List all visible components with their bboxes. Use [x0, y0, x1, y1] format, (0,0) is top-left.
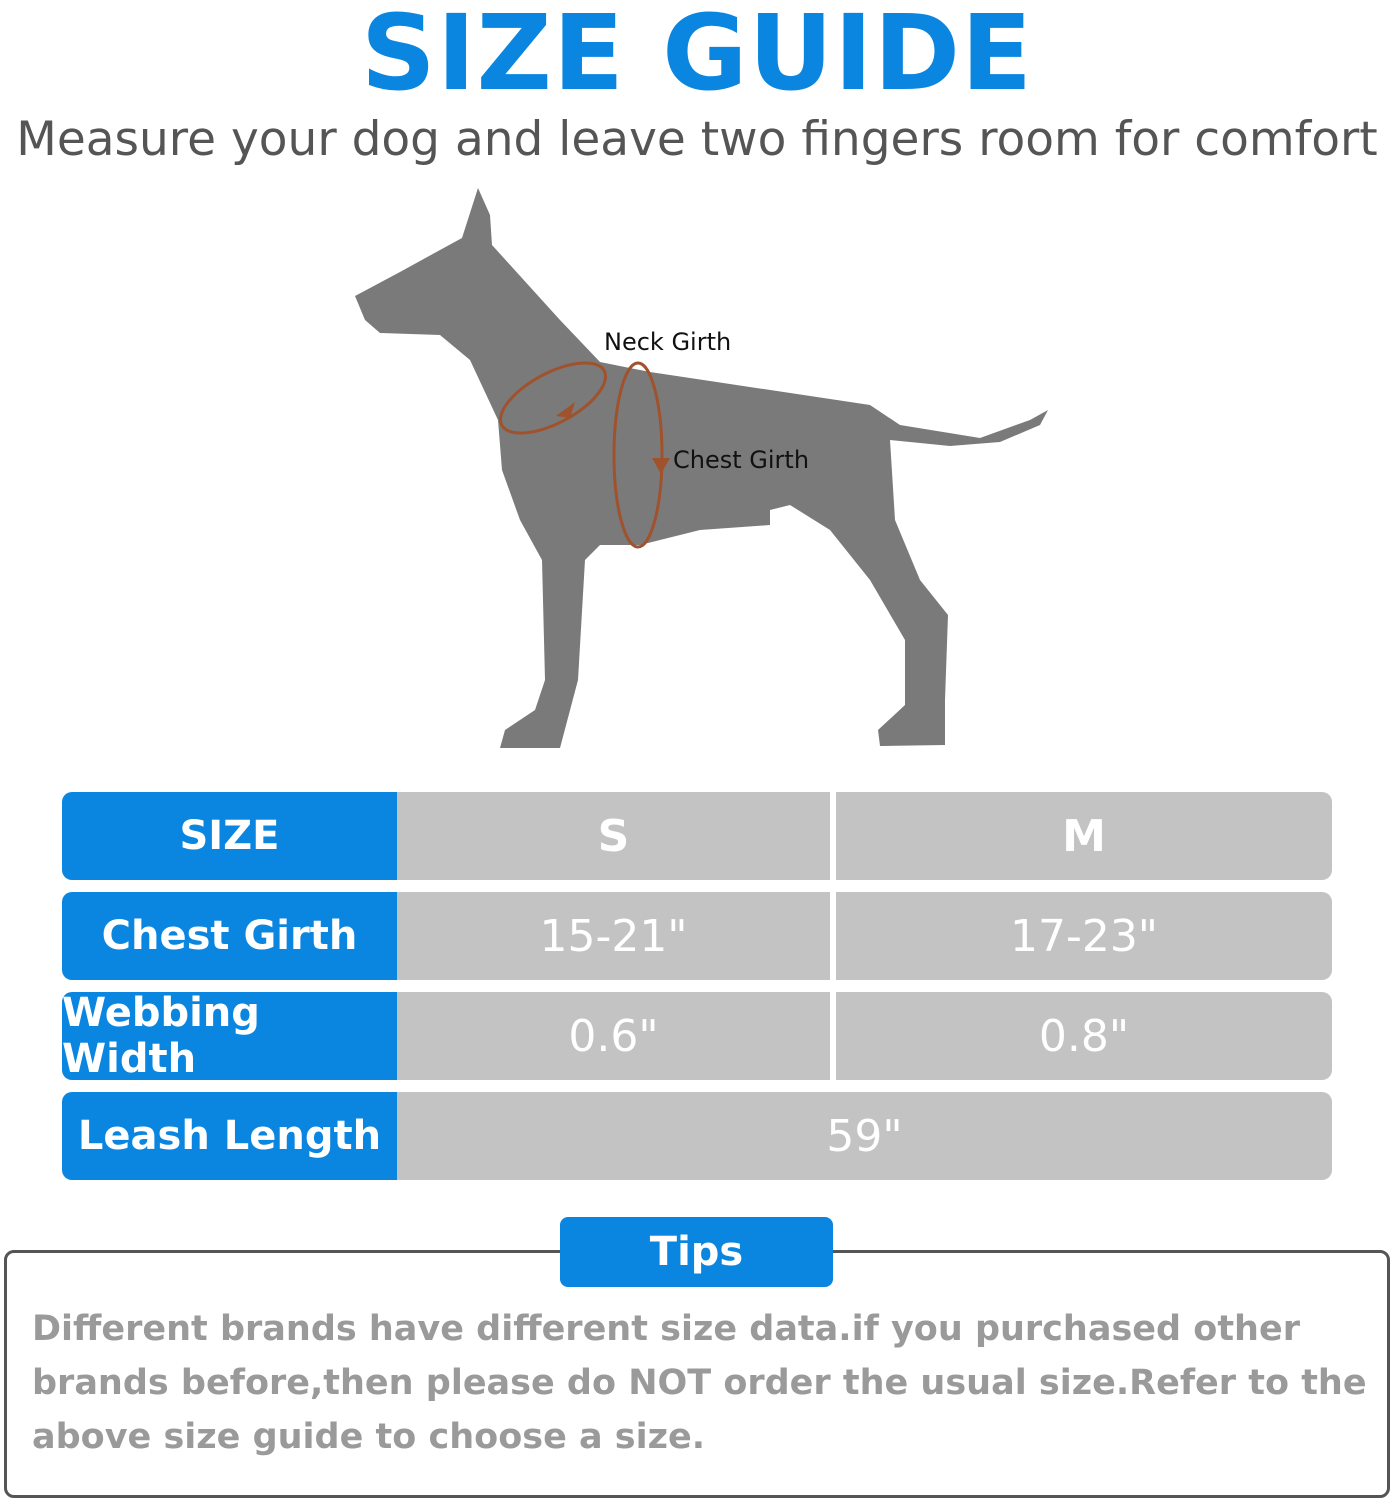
cell-m: 17-23" — [836, 892, 1332, 980]
cell-s: 0.6" — [397, 992, 830, 1080]
cell-all-sizes: 59" — [397, 1092, 1332, 1180]
dog-measurement-diagram: Neck Girth Chest Girth — [355, 188, 1048, 748]
row-label: Leash Length — [62, 1092, 397, 1180]
neck-girth-loop — [498, 361, 608, 435]
size-m-header: M — [836, 792, 1332, 880]
table-header-row: SIZE S M — [62, 792, 1332, 880]
row-label: Chest Girth — [62, 892, 397, 980]
cell-s: 15-21" — [397, 892, 830, 980]
neck-girth-label: Neck Girth — [604, 328, 731, 356]
neck-arrow-icon — [556, 402, 575, 418]
page-subtitle: Measure your dog and leave two fingers r… — [16, 112, 1378, 167]
size-header: SIZE — [62, 792, 397, 880]
chest-girth-loop — [612, 361, 664, 549]
page-title: SIZE GUIDE — [360, 0, 1034, 114]
chest-arrow-icon — [652, 458, 670, 474]
tips-badge: Tips — [560, 1217, 833, 1287]
table-row: Webbing Width 0.6" 0.8" — [62, 990, 1332, 1082]
chest-girth-label: Chest Girth — [673, 446, 809, 474]
cell-m: 0.8" — [836, 992, 1332, 1080]
row-label: Webbing Width — [62, 990, 397, 1082]
size-s-header: S — [397, 792, 830, 880]
table-row: Leash Length 59" — [62, 1092, 1332, 1180]
table-row: Chest Girth 15-21" 17-23" — [62, 892, 1332, 980]
dog-silhouette — [355, 188, 1048, 748]
tips-text: Different brands have different size dat… — [32, 1309, 1367, 1457]
